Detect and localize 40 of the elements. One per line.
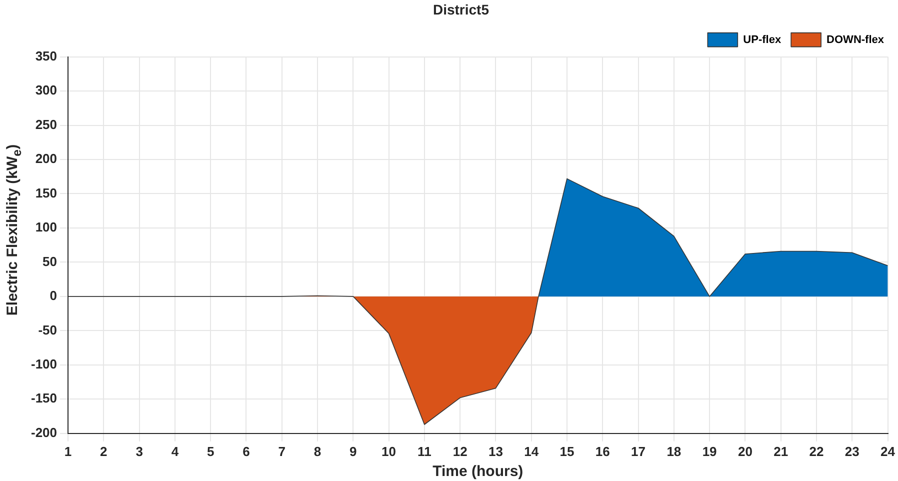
x-tick-label: 4 xyxy=(171,444,180,459)
y-tick-label: 300 xyxy=(35,82,58,98)
x-tick-label: 5 xyxy=(206,444,214,459)
x-tick-label: 20 xyxy=(738,444,752,459)
x-tick-label: 6 xyxy=(242,444,250,459)
x-tick-label: 14 xyxy=(524,444,540,459)
chart-title: District5 xyxy=(432,1,490,18)
x-tick-label: 1 xyxy=(64,444,72,459)
y-tick-label: -50 xyxy=(38,322,58,338)
x-tick-label: 22 xyxy=(809,444,824,459)
y-tick-label: 350 xyxy=(35,48,58,64)
x-tick-label: 2 xyxy=(100,444,108,459)
x-tick-label: 12 xyxy=(452,444,468,459)
x-tick-label: 21 xyxy=(774,444,788,459)
x-tick-label: 10 xyxy=(382,444,396,459)
x-tick-label: 18 xyxy=(666,444,682,459)
x-tick-label: 16 xyxy=(595,444,610,459)
x-tick-label: 7 xyxy=(278,444,286,459)
x-tick-label: 17 xyxy=(631,444,646,459)
x-tick-label: 15 xyxy=(560,444,574,459)
x-tick-label: 11 xyxy=(418,444,432,459)
y-tick-label: 200 xyxy=(35,151,58,166)
legend-label: DOWN-flex xyxy=(826,34,885,46)
x-axis-title: Time (hours) xyxy=(432,463,524,480)
y-tick-label: -200 xyxy=(30,424,58,440)
x-tick-label: 9 xyxy=(350,444,357,459)
x-tick-label: 24 xyxy=(880,444,896,459)
y-tick-label: -100 xyxy=(30,356,58,372)
y-tick-label: 150 xyxy=(35,185,58,200)
y-tick-label: -150 xyxy=(30,390,58,406)
x-tick-label: 23 xyxy=(844,444,860,459)
x-tick-label: 8 xyxy=(314,444,322,459)
y-tick-label: 100 xyxy=(35,220,58,235)
y-tick-label: 0 xyxy=(50,288,58,304)
y-tick-label: 250 xyxy=(35,116,58,132)
legend-label: UP-flex xyxy=(743,34,782,46)
x-tick-label: 3 xyxy=(136,444,143,459)
x-tick-label: 19 xyxy=(702,444,717,459)
x-tick-label: 13 xyxy=(488,444,503,459)
y-tick-label: 50 xyxy=(42,254,58,269)
